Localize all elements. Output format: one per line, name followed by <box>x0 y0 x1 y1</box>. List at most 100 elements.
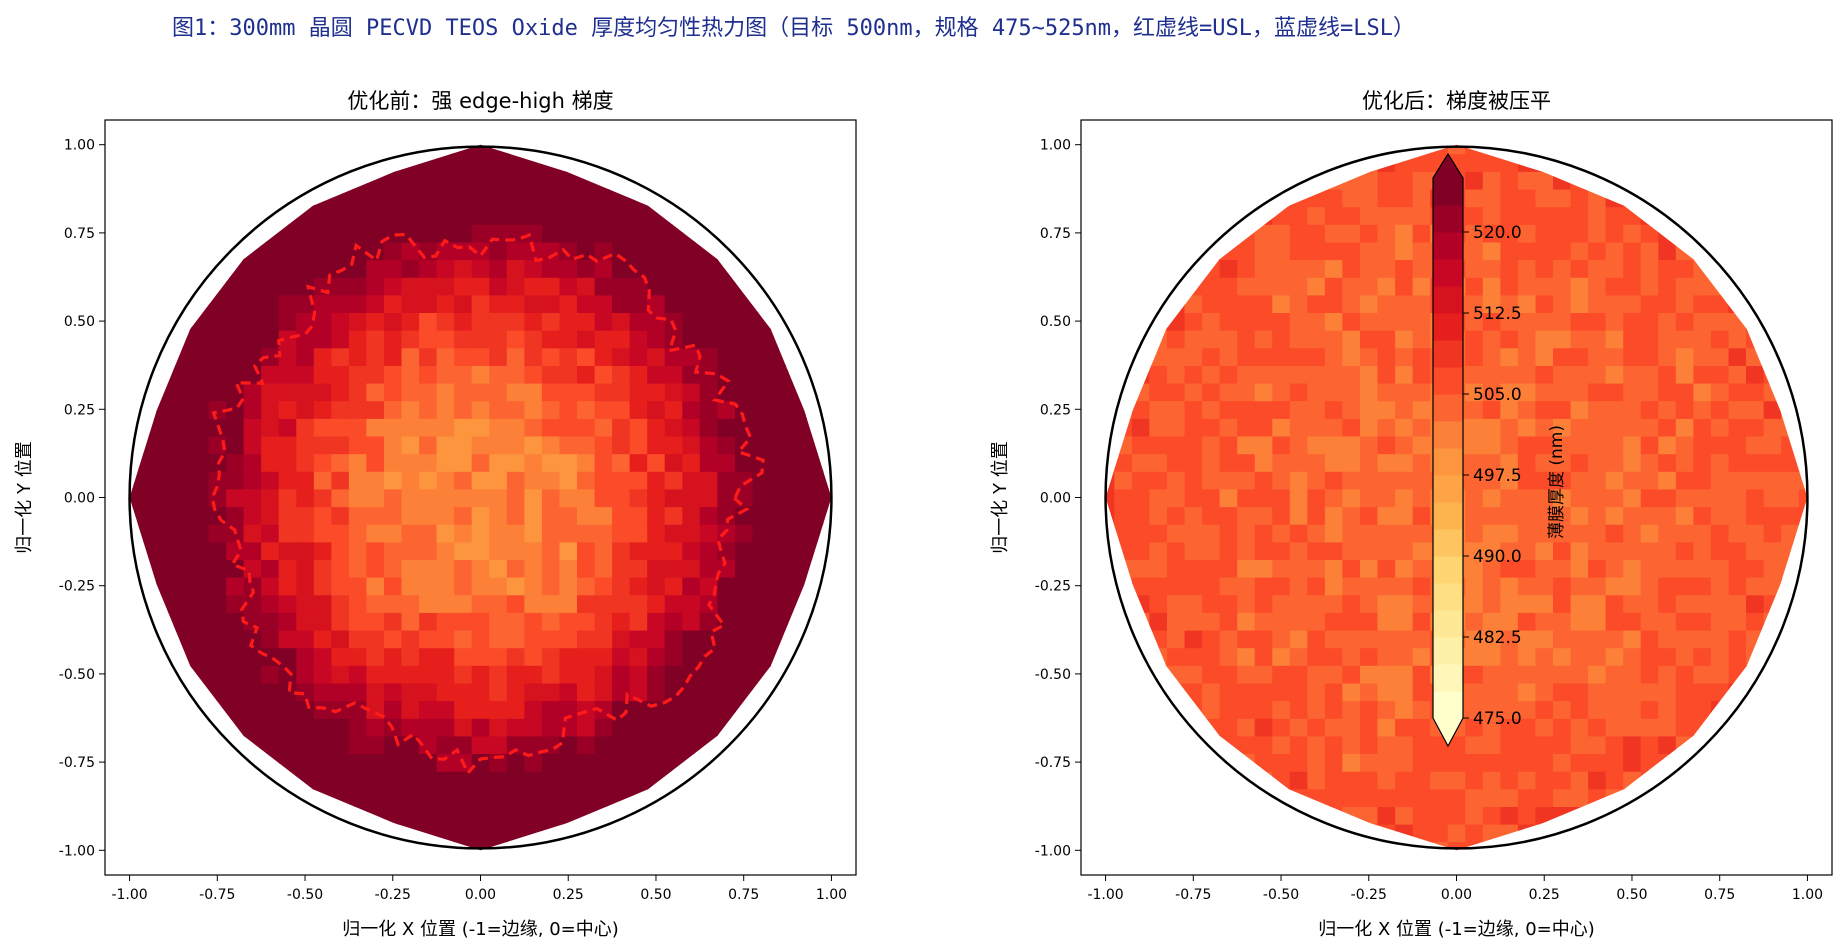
heatmap-cell <box>1588 718 1607 737</box>
heatmap-cell <box>1412 682 1431 702</box>
heatmap-cell <box>559 435 578 455</box>
heatmap-cell <box>1289 347 1309 366</box>
heatmap-cell <box>770 400 789 419</box>
heatmap-cell <box>419 471 438 490</box>
heatmap-cell <box>1105 435 1116 455</box>
heatmap-cell <box>1482 682 1502 702</box>
heatmap-cell <box>313 471 333 490</box>
heatmap-cell <box>1254 488 1273 508</box>
heatmap-cell <box>419 382 438 402</box>
heatmap-cell <box>1202 400 1221 419</box>
heatmap-cell <box>1728 312 1747 331</box>
heatmap-cell <box>1377 629 1396 649</box>
heatmap-cell <box>1482 435 1502 455</box>
heatmap-cell <box>506 506 526 525</box>
heatmap-cell <box>1360 682 1379 702</box>
heatmap-cell <box>1237 488 1256 508</box>
heatmap-cell <box>348 471 368 490</box>
heatmap-cell <box>1570 224 1589 243</box>
heatmap-cell <box>436 277 455 296</box>
colorbar-extend-min <box>1433 718 1463 746</box>
heatmap-cell <box>1570 541 1589 560</box>
heatmap-cell <box>1763 559 1782 578</box>
heatmap-cell <box>1500 647 1519 666</box>
heatmap-cell <box>1167 259 1186 278</box>
heatmap-cell <box>1412 206 1431 225</box>
heatmap-cell <box>506 171 526 190</box>
heatmap-cell <box>261 682 280 702</box>
heatmap-cell <box>559 753 578 772</box>
heatmap-cell <box>1500 294 1519 313</box>
heatmap-cell <box>1342 488 1361 508</box>
heatmap-cell <box>348 594 368 613</box>
heatmap-cell <box>1798 488 1808 508</box>
heatmap-cell <box>1781 471 1800 490</box>
colorbar-band <box>1433 583 1463 611</box>
heatmap-cell <box>1202 241 1221 261</box>
heatmap-cell <box>1640 277 1659 296</box>
heatmap-cell <box>1693 259 1712 278</box>
heatmap-cell <box>1360 418 1379 437</box>
heatmap-cell <box>752 665 771 684</box>
heatmap-cell <box>1254 647 1273 666</box>
heatmap-cell <box>506 735 526 754</box>
heatmap-cell <box>1535 188 1554 208</box>
heatmap-cell <box>489 294 508 313</box>
heatmap-cell <box>173 365 192 384</box>
heatmap-cell <box>612 594 631 613</box>
heatmap-cell <box>1746 576 1765 596</box>
heatmap-cell <box>1395 206 1414 225</box>
heatmap-cell <box>1237 629 1256 649</box>
heatmap-cell <box>384 471 403 490</box>
heatmap-cell <box>1412 806 1431 825</box>
heatmap-cell <box>1710 400 1730 419</box>
heatmap-cell <box>559 594 578 613</box>
heatmap-cell <box>1202 541 1221 560</box>
heatmap-cell <box>471 329 490 349</box>
heatmap-cell <box>1360 277 1379 296</box>
heatmap-cell <box>226 241 245 261</box>
heatmap-cell <box>506 277 526 296</box>
heatmap-cell <box>1430 788 1449 807</box>
heatmap-cell <box>278 682 297 702</box>
heatmap-cell <box>594 259 613 278</box>
heatmap-cell <box>822 576 832 596</box>
heatmap-cell <box>1272 682 1291 702</box>
heatmap-cell <box>1324 647 1344 666</box>
heatmap-cell <box>489 770 508 790</box>
heatmap-cell <box>471 435 490 455</box>
heatmap-cell <box>1640 647 1659 666</box>
heatmap-cell <box>313 735 333 754</box>
heatmap-cell <box>612 665 631 684</box>
heatmap-cell <box>1465 665 1484 684</box>
heatmap-cell <box>278 277 297 296</box>
heatmap-cell <box>1237 647 1256 666</box>
heatmap-cell <box>1377 841 1396 851</box>
heatmap-cell <box>419 435 438 455</box>
heatmap-cell <box>278 541 297 560</box>
heatmap-cell <box>682 647 701 666</box>
heatmap-cell <box>1623 471 1642 490</box>
heatmap-cell <box>1605 524 1624 543</box>
heatmap-cell <box>629 312 648 331</box>
heatmap-cell <box>1763 576 1782 596</box>
heatmap-cell <box>1535 365 1554 384</box>
heatmap-cell <box>1781 418 1800 437</box>
heatmap-cell <box>577 753 596 772</box>
heatmap-cell <box>366 612 385 631</box>
heatmap-cell <box>1482 188 1502 208</box>
heatmap-cell <box>1675 612 1695 631</box>
heatmap-cell <box>647 294 666 313</box>
heatmap-cell <box>1517 506 1537 525</box>
heatmap-cell <box>1412 753 1431 772</box>
heatmap-cell <box>191 259 210 278</box>
heatmap-cell <box>1517 435 1537 455</box>
heatmap-cell <box>559 682 578 702</box>
heatmap-cell <box>770 594 789 613</box>
heatmap-cell <box>506 612 526 631</box>
heatmap-cell <box>261 718 280 737</box>
heatmap-cell <box>419 806 438 825</box>
heatmap-cell <box>454 153 473 172</box>
heatmap-cell <box>1640 718 1659 737</box>
heatmap-cell <box>226 259 245 278</box>
